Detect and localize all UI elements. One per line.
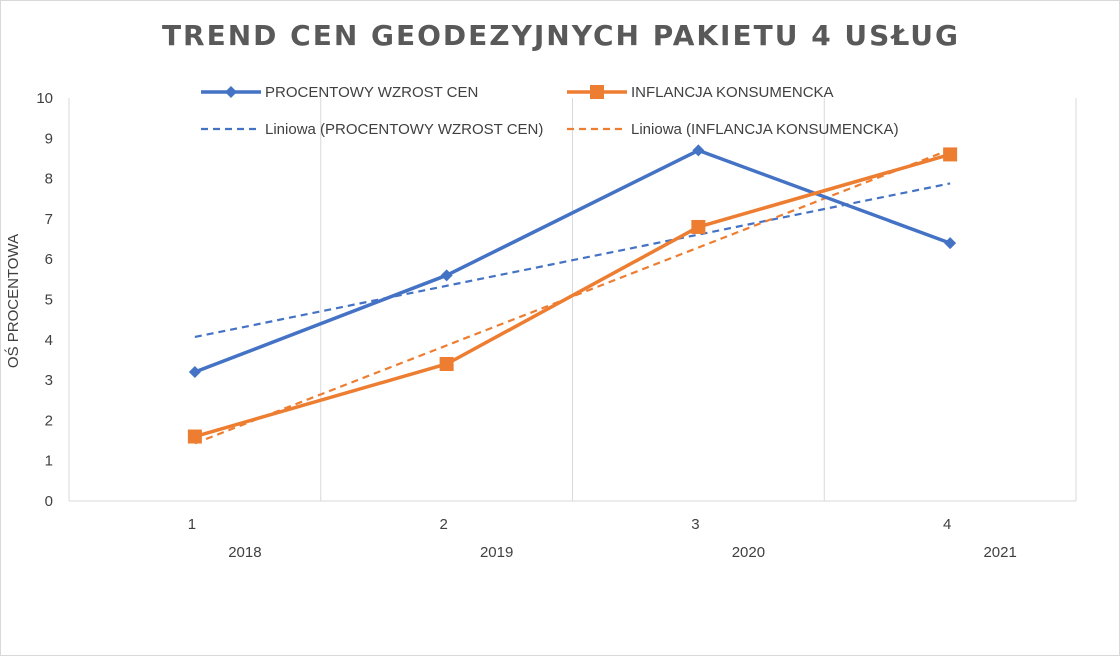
data-point bbox=[440, 269, 453, 282]
x-tick-year-label: 2021 bbox=[983, 544, 1016, 561]
legend-label: Liniowa (PROCENTOWY WZROST CEN) bbox=[265, 121, 543, 138]
y-tick-label: 9 bbox=[45, 130, 53, 147]
data-point bbox=[188, 366, 201, 379]
data-point bbox=[943, 147, 958, 162]
x-tick-year-label: 2019 bbox=[480, 544, 513, 561]
legend-label: Liniowa (INFLANCJA KONSUMENCKA) bbox=[631, 121, 899, 138]
legend-swatch-marker bbox=[225, 86, 237, 98]
x-tick-year-label: 2020 bbox=[732, 544, 765, 561]
y-tick-label: 0 bbox=[45, 493, 53, 510]
series-line bbox=[194, 152, 951, 439]
chart-title: TREND CEN GEODEZYJNYCH PAKIETU 4 USŁUG bbox=[161, 19, 961, 52]
data-point bbox=[439, 356, 454, 371]
y-tick-label: 7 bbox=[45, 211, 53, 228]
trendline bbox=[194, 182, 951, 339]
y-tick-label: 6 bbox=[45, 251, 53, 268]
y-tick-label: 8 bbox=[45, 171, 53, 188]
y-tick-label: 4 bbox=[45, 332, 53, 349]
y-tick-label: 2 bbox=[45, 412, 53, 429]
data-point bbox=[187, 429, 202, 444]
x-tick-year-label: 2018 bbox=[228, 544, 261, 561]
x-tick-label: 4 bbox=[943, 516, 951, 533]
data-point bbox=[944, 237, 957, 250]
legend-label: PROCENTOWY WZROST CEN bbox=[265, 84, 478, 101]
x-tick-label: 1 bbox=[188, 516, 196, 533]
legend-label: INFLANCJA KONSUMENCKA bbox=[631, 84, 834, 101]
x-tick-label: 2 bbox=[439, 516, 447, 533]
series-line bbox=[194, 148, 951, 374]
data-point bbox=[691, 219, 706, 234]
data-point bbox=[692, 144, 705, 157]
legend-swatch-marker bbox=[590, 85, 604, 99]
y-tick-label: 3 bbox=[45, 372, 53, 389]
x-tick-label: 3 bbox=[691, 516, 699, 533]
y-tick-label: 10 bbox=[36, 90, 53, 107]
y-tick-label: 1 bbox=[45, 453, 53, 470]
y-tick-label: 5 bbox=[45, 292, 53, 309]
